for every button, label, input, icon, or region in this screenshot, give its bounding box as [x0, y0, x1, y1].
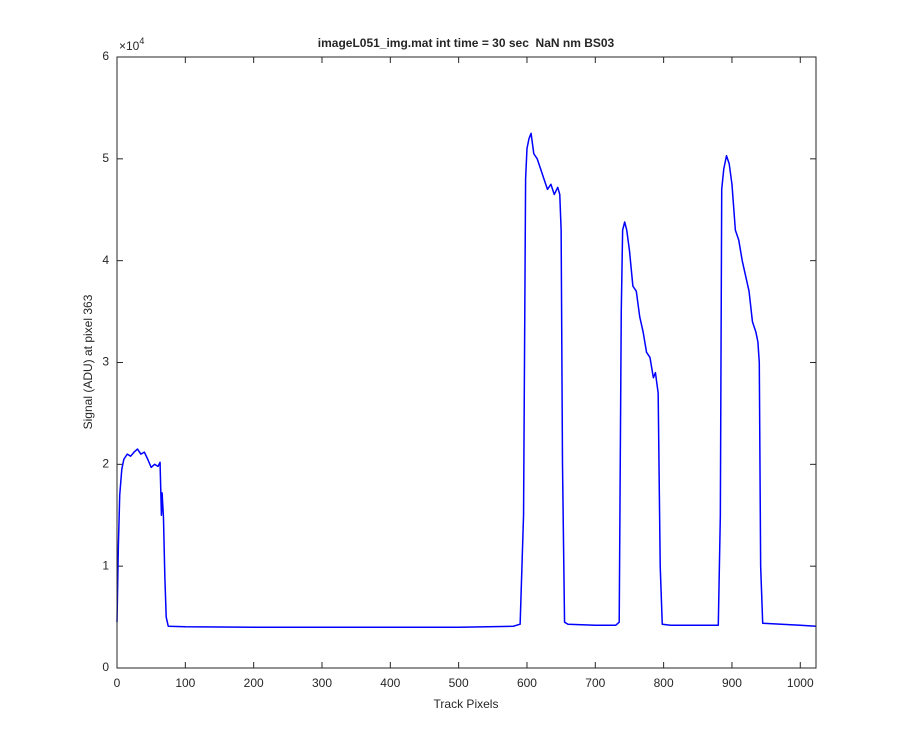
y-multiplier-exponent: 4	[139, 36, 144, 46]
x-tick-label: 600	[517, 676, 537, 690]
y-tick-label: 4	[102, 253, 109, 267]
y-multiplier-base: ×10	[119, 39, 140, 53]
axes-box	[116, 56, 817, 669]
y-tick-label: 5	[102, 151, 109, 165]
x-tick-label: 400	[380, 676, 400, 690]
x-tick-label: 900	[722, 676, 742, 690]
x-tick-label: 200	[244, 676, 264, 690]
x-tick-label: 0	[114, 676, 121, 690]
x-tick-label: 700	[585, 676, 605, 690]
data-line	[116, 132, 817, 629]
chart-title: imageL051_img.mat int time = 30 sec NaN …	[318, 36, 615, 50]
y-tick-label: 3	[102, 355, 109, 369]
y-tick-label: 2	[102, 457, 109, 471]
x-tick-label: 300	[312, 676, 332, 690]
x-axis-label: Track Pixels	[434, 697, 499, 711]
y-tick-label: 6	[102, 49, 109, 63]
x-tick-label: 1000	[787, 676, 814, 690]
x-tick-label: 800	[654, 676, 674, 690]
y-multiplier: ×104	[119, 36, 144, 53]
y-tick-label: 1	[102, 558, 109, 572]
x-tick-label: 500	[449, 676, 469, 690]
y-tick-label: 0	[102, 660, 109, 674]
y-axis-label: Signal (ADU) at pixel 363	[81, 294, 95, 429]
x-tick-label: 100	[175, 676, 195, 690]
